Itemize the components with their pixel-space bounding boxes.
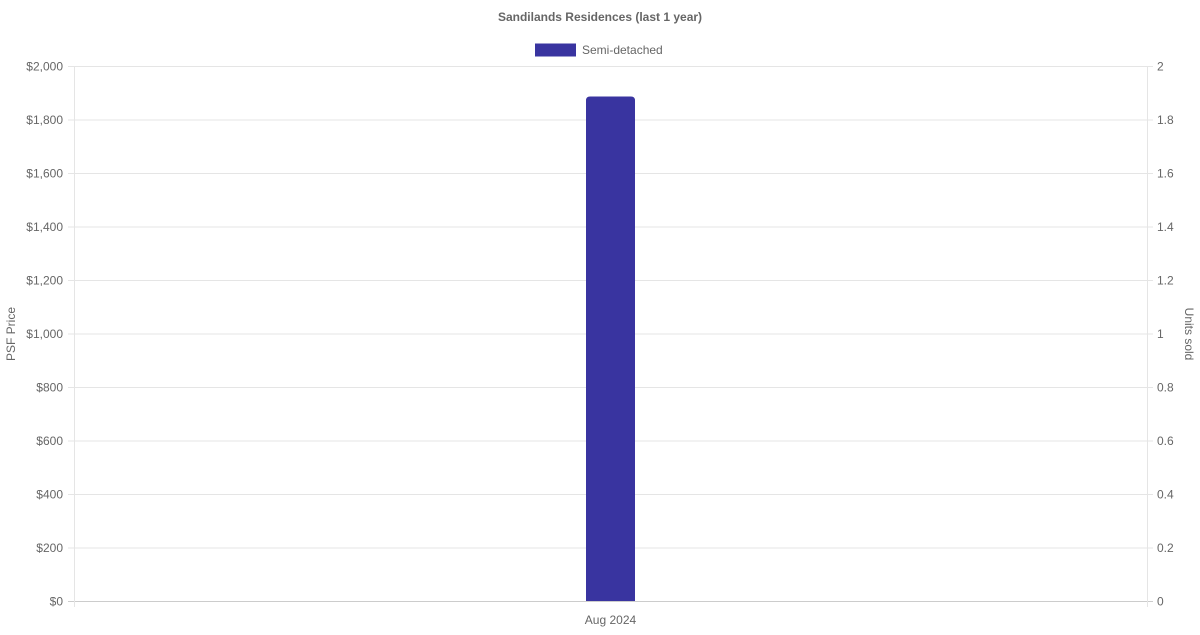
legend[interactable]: Semi-detached [535,43,663,57]
chart-title: Sandilands Residences (last 1 year) [498,10,702,24]
x-tick-label: Aug 2024 [585,613,637,627]
y-tick-label: $200 [36,541,63,555]
y2-tick-label: 0.8 [1157,381,1174,395]
bar-semi-detached[interactable] [586,96,635,602]
y-tick-label: $2,000 [26,60,63,74]
y-tick-label: $1,400 [26,220,63,234]
legend-swatch-semi-detached [535,43,576,57]
y-tick-label: $0 [50,595,64,609]
y2-tick-label: 0.2 [1157,541,1174,555]
y-tick-label: $1,000 [26,327,63,341]
y-tick-label: $600 [36,434,63,448]
y2-tick-label: 1.6 [1157,167,1174,181]
y2-tick-label: 0.6 [1157,434,1174,448]
y2-tick-label: 1 [1157,327,1164,341]
y-tick-label: $400 [36,488,63,502]
y2-tick-label: 0.4 [1157,488,1174,502]
y-tick-label: $1,200 [26,274,63,288]
y-axis-right: 0 0.2 0.4 0.6 0.8 1 1.2 1.4 1.6 1.8 2 [1157,60,1174,609]
y2-axis-label: Units sold [1182,308,1196,361]
bars [586,96,635,602]
y-axis-label: PSF Price [4,307,18,361]
y-tick-label: $800 [36,381,63,395]
y2-tick-label: 1.4 [1157,220,1174,234]
legend-label-semi-detached: Semi-detached [582,43,663,57]
y2-tick-label: 2 [1157,60,1164,74]
y-tick-label: $1,800 [26,113,63,127]
y2-tick-label: 1.2 [1157,274,1174,288]
y-tick-label: $1,600 [26,167,63,181]
y2-tick-label: 1.8 [1157,113,1174,127]
x-axis: Aug 2024 [585,613,637,627]
y-axis-left: $0 $200 $400 $600 $800 $1,000 $1,200 $1,400 $1,6… [26,60,63,609]
y2-tick-label: 0 [1157,595,1164,609]
